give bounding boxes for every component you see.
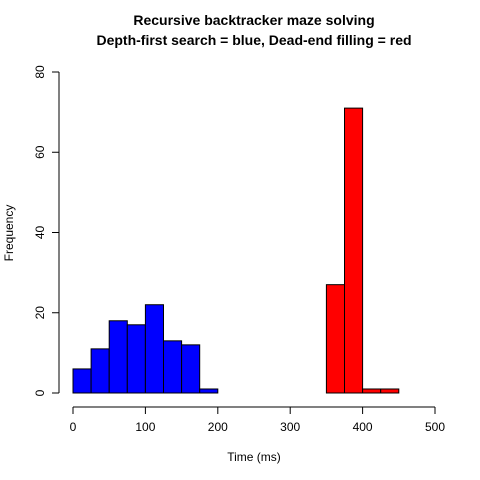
x-tick-label: 200 bbox=[208, 420, 228, 434]
y-tick-label: 20 bbox=[33, 306, 47, 320]
chart-title-line1: Recursive backtracker maze solving bbox=[133, 12, 374, 28]
histogram-bar bbox=[144, 304, 164, 394]
bars-group bbox=[72, 107, 400, 394]
x-tick-label: 0 bbox=[70, 420, 77, 434]
x-axis: 0 100 200 300 400 500 bbox=[70, 406, 445, 434]
y-tick-label: 40 bbox=[33, 226, 47, 240]
histogram-bar bbox=[90, 348, 110, 394]
y-tick-label: 60 bbox=[33, 145, 47, 159]
x-axis-title: Time (ms) bbox=[227, 450, 281, 464]
y-tick-label: 80 bbox=[33, 65, 47, 79]
histogram-bar bbox=[163, 340, 183, 394]
y-axis: 0 20 40 60 80 bbox=[33, 65, 60, 396]
histogram-bar bbox=[181, 344, 201, 394]
y-tick-label: 0 bbox=[33, 389, 47, 396]
histogram-bar bbox=[108, 320, 128, 394]
histogram-bar bbox=[344, 107, 364, 394]
histogram-bar bbox=[126, 324, 146, 394]
histogram-bar bbox=[362, 388, 382, 394]
histogram-bar bbox=[380, 388, 400, 394]
x-tick-label: 100 bbox=[135, 420, 155, 434]
y-axis-title: Frequency bbox=[2, 205, 16, 262]
histogram-bar bbox=[325, 284, 345, 394]
histogram-bar bbox=[72, 368, 92, 394]
x-tick-label: 500 bbox=[425, 420, 445, 434]
x-tick-label: 300 bbox=[280, 420, 300, 434]
x-tick-label: 400 bbox=[353, 420, 373, 434]
chart-title-line2: Depth-first search = blue, Dead-end fill… bbox=[96, 32, 411, 48]
histogram-bar bbox=[199, 388, 219, 394]
